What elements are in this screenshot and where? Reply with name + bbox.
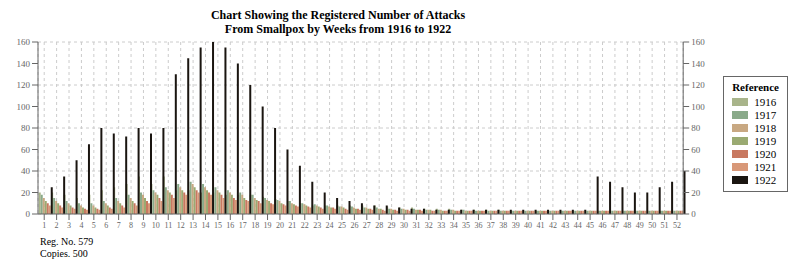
svg-text:39: 39	[512, 221, 520, 230]
svg-text:6: 6	[104, 221, 108, 230]
svg-text:41: 41	[536, 221, 544, 230]
svg-text:32: 32	[425, 221, 433, 230]
svg-text:0: 0	[691, 209, 696, 219]
svg-text:17: 17	[239, 221, 247, 230]
svg-text:46: 46	[599, 221, 607, 230]
svg-text:10: 10	[152, 221, 160, 230]
svg-text:31: 31	[412, 221, 420, 230]
svg-text:2: 2	[55, 221, 59, 230]
svg-text:22: 22	[301, 221, 309, 230]
svg-text:26: 26	[350, 221, 358, 230]
svg-text:3: 3	[67, 221, 71, 230]
svg-text:49: 49	[636, 221, 644, 230]
svg-text:23: 23	[313, 221, 321, 230]
svg-text:160: 160	[691, 37, 705, 47]
html-text:1918: 1918	[754, 122, 777, 134]
svg-text:4: 4	[79, 221, 83, 230]
svg-text:15: 15	[214, 221, 222, 230]
svg-text:40: 40	[691, 166, 701, 176]
svg-text:28: 28	[375, 221, 383, 230]
svg-text:45: 45	[586, 221, 594, 230]
svg-text:60: 60	[691, 145, 701, 155]
svg-text:34: 34	[450, 221, 458, 230]
svg-text:120: 120	[17, 80, 31, 90]
svg-text:42: 42	[549, 221, 557, 230]
svg-text:160: 160	[17, 37, 31, 47]
svg-text:12: 12	[177, 221, 185, 230]
svg-text:0: 0	[26, 209, 31, 219]
svg-text:36: 36	[474, 221, 482, 230]
html-text:1916: 1916	[754, 96, 777, 108]
svg-text:40: 40	[524, 221, 532, 230]
svg-text:51: 51	[661, 221, 669, 230]
html-text:1920: 1920	[754, 148, 777, 160]
svg-text:100: 100	[691, 102, 705, 112]
svg-text:100: 100	[17, 102, 31, 112]
svg-text:14: 14	[201, 221, 209, 230]
svg-text:50: 50	[648, 221, 656, 230]
svg-text:27: 27	[363, 221, 371, 230]
html-text:Chart Showing the Registered N: Chart Showing the Registered Number of A…	[210, 8, 466, 22]
svg-text:16: 16	[226, 221, 234, 230]
svg-text:20: 20	[276, 221, 284, 230]
svg-text:20: 20	[691, 188, 701, 198]
svg-text:80: 80	[21, 123, 31, 133]
html-text:Copies. 500: Copies. 500	[40, 248, 88, 259]
svg-text:7: 7	[117, 221, 121, 230]
svg-text:38: 38	[499, 221, 507, 230]
html-text:Reference: Reference	[732, 81, 779, 93]
svg-text:19: 19	[264, 221, 272, 230]
svg-text:18: 18	[251, 221, 259, 230]
svg-text:30: 30	[400, 221, 408, 230]
html-text:1917: 1917	[754, 109, 777, 121]
svg-text:40: 40	[21, 166, 31, 176]
svg-text:13: 13	[189, 221, 197, 230]
svg-text:33: 33	[437, 221, 445, 230]
svg-text:29: 29	[388, 221, 396, 230]
svg-text:5: 5	[92, 221, 96, 230]
svg-text:21: 21	[288, 221, 296, 230]
svg-text:11: 11	[164, 221, 172, 230]
svg-text:140: 140	[17, 59, 31, 69]
html-text:1922: 1922	[754, 174, 777, 186]
html-text:From Smallpox by Weeks from 19: From Smallpox by Weeks from 1916 to 1922	[224, 22, 452, 36]
html-text:Reg. No. 579: Reg. No. 579	[40, 236, 94, 247]
svg-text:20: 20	[21, 188, 31, 198]
svg-text:47: 47	[611, 221, 619, 230]
svg-text:43: 43	[561, 221, 569, 230]
html-text:1919: 1919	[754, 135, 777, 147]
svg-text:35: 35	[462, 221, 470, 230]
svg-text:80: 80	[691, 123, 701, 133]
svg-text:25: 25	[338, 221, 346, 230]
svg-text:1: 1	[42, 221, 46, 230]
svg-text:140: 140	[691, 59, 705, 69]
svg-text:9: 9	[141, 221, 145, 230]
html-text:1921: 1921	[754, 161, 777, 173]
svg-text:44: 44	[574, 221, 582, 230]
svg-text:37: 37	[487, 221, 495, 230]
svg-text:120: 120	[691, 80, 705, 90]
svg-text:8: 8	[129, 221, 133, 230]
svg-text:24: 24	[326, 221, 334, 230]
svg-text:52: 52	[673, 221, 681, 230]
svg-text:60: 60	[21, 145, 31, 155]
svg-text:48: 48	[623, 221, 631, 230]
